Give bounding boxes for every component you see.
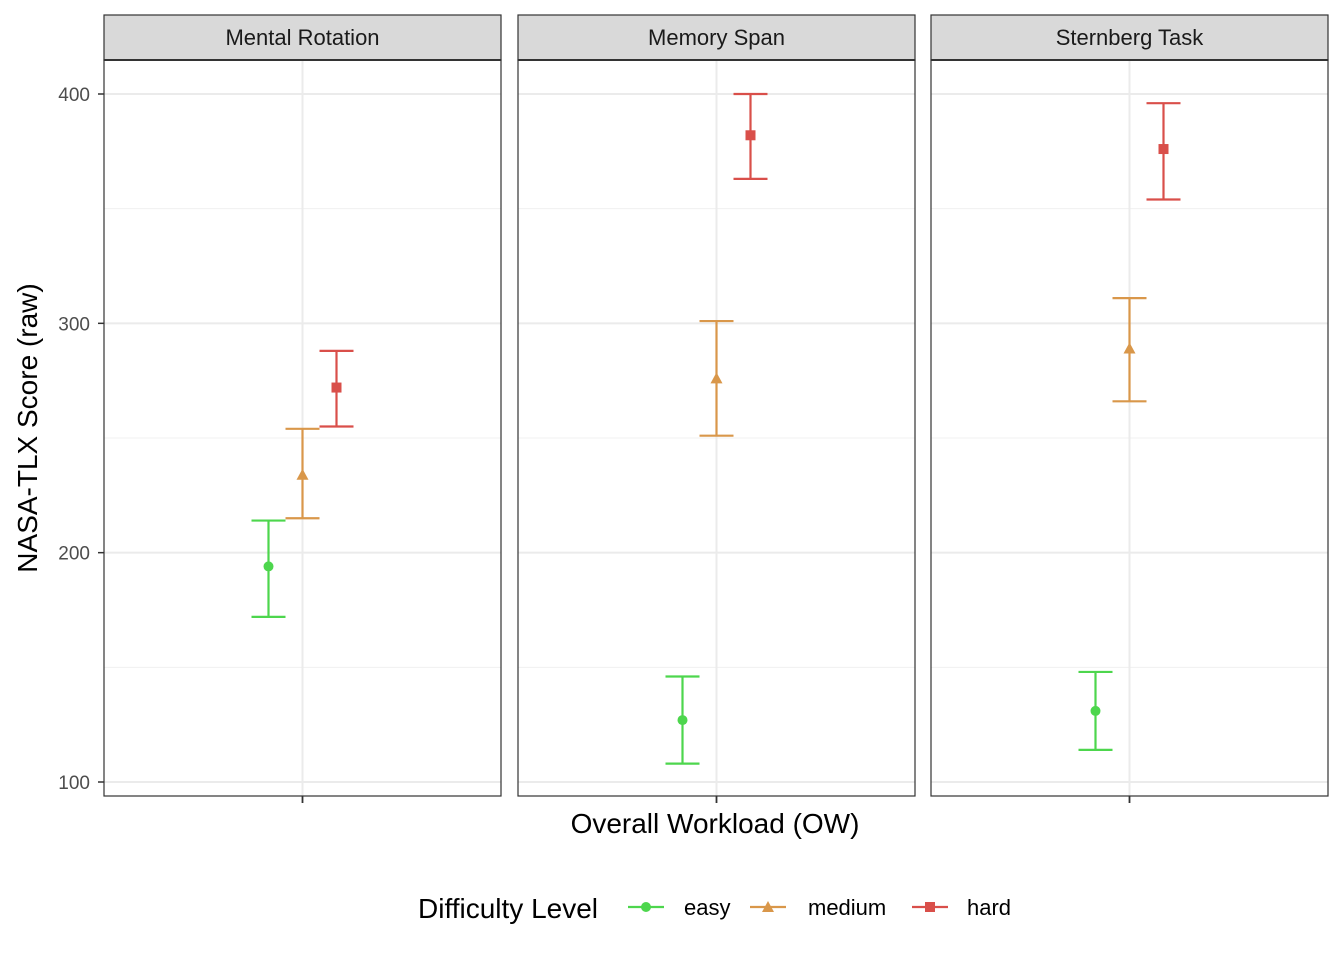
- y-tick-label: 200: [58, 544, 90, 565]
- legend-key: hard: [912, 895, 1011, 920]
- facet-strip: [103, 14, 502, 61]
- facet-strip-label: Sternberg Task: [1056, 25, 1205, 50]
- data-point: [745, 130, 756, 141]
- legend-key-marker: [641, 902, 651, 912]
- data-point: [1090, 705, 1101, 716]
- data-point: [677, 715, 688, 726]
- facet-panel: Sternberg Task: [930, 14, 1329, 803]
- data-point: [331, 382, 342, 393]
- legend-keys: easy medium hard: [628, 895, 1011, 920]
- legend-label: easy: [684, 895, 730, 920]
- legend-label: hard: [967, 895, 1011, 920]
- data-point: [710, 372, 723, 384]
- facet-strip: [517, 14, 916, 61]
- y-axis-title: NASA-TLX Score (raw): [12, 283, 43, 572]
- x-axis-title: Overall Workload (OW): [571, 808, 860, 839]
- facet-panel: Mental Rotation: [103, 14, 502, 803]
- facet-strip: [930, 14, 1329, 61]
- facet-panels: Mental Rotation Memory Span Sternberg Task: [103, 14, 1329, 803]
- y-tick-label: 100: [58, 773, 90, 794]
- legend-title: Difficulty Level: [418, 893, 598, 924]
- legend-key-marker: [762, 901, 774, 912]
- data-point: [1123, 342, 1136, 354]
- data-point: [263, 561, 274, 572]
- legend-key: easy: [628, 895, 730, 920]
- data-point: [296, 468, 309, 480]
- y-axis: 100 200 300 400: [58, 85, 104, 794]
- facet-strip-label: Mental Rotation: [225, 25, 379, 50]
- facet-strip-label: Memory Span: [648, 25, 785, 50]
- y-tick-label: 300: [58, 314, 90, 335]
- facet-panel: Memory Span: [517, 14, 916, 803]
- legend-label: medium: [808, 895, 886, 920]
- y-tick-label: 400: [58, 85, 90, 106]
- data-point: [1158, 144, 1169, 155]
- legend-key: medium: [750, 895, 886, 920]
- legend: Difficulty Level easy medium hard: [418, 893, 1011, 924]
- legend-key-marker: [925, 902, 935, 912]
